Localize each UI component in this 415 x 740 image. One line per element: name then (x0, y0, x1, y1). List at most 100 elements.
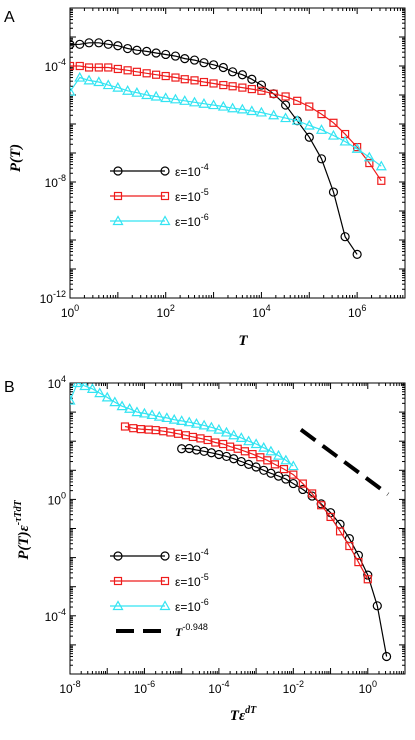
data-point (339, 135, 351, 146)
data-point (340, 232, 350, 242)
data-point (102, 79, 114, 90)
legend-marker (112, 215, 124, 226)
x-tick-label: 100 (359, 679, 377, 696)
data-point (315, 124, 328, 134)
legend-entry: ε=10-4 (175, 547, 209, 564)
data-point (279, 464, 289, 474)
data-point (291, 114, 303, 125)
series-line (124, 425, 369, 580)
x-tick-label: 10-6 (134, 679, 155, 696)
data-point (75, 61, 84, 71)
data-point (120, 422, 130, 431)
data-point (354, 558, 363, 567)
data-point (72, 383, 84, 388)
data-point (70, 39, 75, 50)
data-point (352, 249, 362, 259)
data-point (237, 70, 247, 80)
data-point (169, 93, 182, 104)
legend-entry: ε=10-6 (175, 597, 209, 614)
data-point (303, 119, 315, 130)
data-point (228, 82, 237, 91)
data-point (75, 39, 85, 49)
data-point (74, 71, 86, 82)
data-point (198, 419, 210, 430)
data-point (70, 85, 76, 96)
data-point (173, 429, 183, 438)
data-point (205, 421, 217, 432)
legend-entry: ε=10-6 (175, 212, 209, 229)
legend-entry: ε=10-5 (175, 187, 209, 204)
data-point (247, 74, 257, 84)
series-line (70, 42, 358, 255)
data-point (84, 63, 94, 72)
data-point (190, 417, 203, 428)
data-point (243, 435, 255, 446)
data-point (236, 103, 248, 114)
legend-marker (113, 191, 123, 201)
data-point (94, 63, 103, 72)
data-point (70, 61, 75, 71)
series-line (70, 383, 294, 467)
legend: ε=10-4 ε=10-5 ε=10-6 (110, 162, 209, 229)
series-1 (70, 61, 386, 185)
data-point (101, 391, 113, 402)
data-point (189, 96, 201, 107)
plot-frame (69, 7, 406, 299)
data-point (335, 527, 345, 536)
x-tick-label: 106 (348, 303, 366, 320)
data-point (246, 105, 258, 116)
series-2 (70, 71, 387, 171)
data-point (281, 100, 291, 110)
data-point (183, 416, 195, 427)
series-line (70, 65, 382, 182)
data-point (289, 470, 298, 479)
data-point (227, 102, 239, 113)
series-line (70, 76, 382, 167)
data-point (150, 90, 162, 101)
data-point (327, 129, 339, 140)
data-point (287, 460, 299, 471)
data-point (79, 383, 91, 391)
legend: ε=10-4 ε=10-5 ε=10-6 T-0.948 (110, 547, 209, 639)
x-tick-label: 104 (252, 303, 270, 320)
data-point (280, 454, 292, 465)
data-point (328, 187, 339, 197)
data-point (208, 99, 220, 110)
data-point (112, 81, 124, 92)
data-point (190, 76, 199, 85)
data-point (198, 98, 210, 108)
y-tick-label: 10-4 (45, 57, 66, 74)
data-point (351, 143, 363, 153)
data-point (298, 484, 308, 495)
x-tick-label: 100 (61, 303, 79, 320)
data-point (113, 64, 122, 74)
data-point (104, 63, 113, 72)
data-point (189, 55, 200, 65)
data-point (94, 387, 106, 398)
data-point (219, 80, 228, 90)
data-point (375, 160, 387, 171)
y-tick-label: 100 (48, 490, 66, 507)
data-point (209, 79, 218, 88)
data-point (372, 601, 382, 611)
data-point (94, 38, 104, 48)
data-point (83, 74, 95, 85)
panel-1: B10-8 10-6 10-4 10-2 10010410010-4TεdTP(T)ε-… (4, 374, 406, 724)
data-point (272, 449, 285, 460)
legend-marker (159, 600, 171, 611)
data-point (132, 67, 142, 76)
data-point (329, 118, 338, 127)
series-2 (70, 383, 299, 471)
series-1 (120, 422, 372, 584)
data-point (161, 412, 173, 423)
legend-marker (160, 166, 170, 176)
data-point (146, 409, 158, 420)
data-point (251, 462, 261, 472)
panel-label: B (4, 379, 15, 396)
data-point (281, 474, 291, 484)
data-point (132, 45, 142, 55)
data-point (288, 478, 298, 489)
x-axis-label: TεdT (230, 705, 257, 724)
y-axis-label: P(T) (8, 144, 24, 172)
data-point (345, 541, 354, 551)
